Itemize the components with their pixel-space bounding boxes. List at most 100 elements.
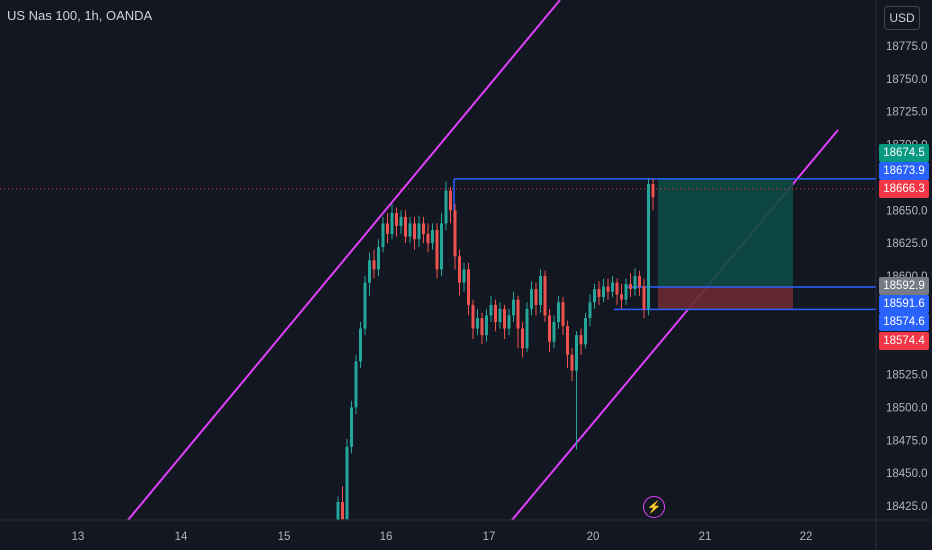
candle-body bbox=[566, 325, 569, 355]
y-tick-label: 18725.0 bbox=[886, 107, 928, 119]
candle-body bbox=[377, 247, 380, 270]
candle-body bbox=[570, 354, 574, 371]
candle-body bbox=[399, 216, 403, 227]
candle-body bbox=[597, 289, 601, 298]
candle-body bbox=[539, 276, 542, 305]
candle-body bbox=[584, 318, 587, 345]
candle-body bbox=[359, 328, 362, 362]
candle-body bbox=[449, 190, 452, 211]
candle-body bbox=[431, 230, 434, 244]
candle-body bbox=[642, 286, 646, 309]
y-tick-label: 18425.0 bbox=[886, 501, 928, 513]
candle-body bbox=[363, 282, 367, 329]
candle-body bbox=[633, 276, 637, 290]
candle-body bbox=[620, 294, 623, 300]
ticker-title: US Nas 100, 1h, OANDA bbox=[7, 8, 153, 23]
candle-body bbox=[422, 223, 425, 234]
candle-body bbox=[426, 233, 430, 244]
candle-body bbox=[503, 308, 506, 329]
price-badge: 18674.5 bbox=[879, 144, 929, 162]
y-tick-label: 18475.0 bbox=[886, 435, 928, 447]
candle-body bbox=[615, 282, 619, 295]
price-badge: 18574.6 bbox=[879, 313, 929, 331]
candle-body bbox=[462, 269, 466, 283]
channel-upper-line bbox=[127, 0, 561, 521]
level-lines bbox=[0, 178, 876, 311]
candle-body bbox=[458, 256, 461, 283]
candle-body bbox=[467, 269, 470, 305]
candle-body bbox=[395, 212, 398, 227]
candle-body bbox=[516, 299, 520, 329]
x-tick-label: 21 bbox=[699, 531, 712, 543]
currency-button[interactable]: USD bbox=[884, 6, 920, 30]
candles bbox=[336, 178, 655, 533]
candle-body bbox=[548, 315, 551, 342]
y-tick-label: 18775.0 bbox=[886, 41, 928, 53]
candle-body bbox=[476, 318, 479, 329]
y-tick-label: 18525.0 bbox=[886, 370, 928, 382]
candle-body bbox=[417, 223, 421, 240]
candle-body bbox=[557, 302, 560, 322]
candle-body bbox=[651, 184, 655, 198]
candle-body bbox=[453, 210, 457, 257]
profit-zone bbox=[658, 178, 793, 287]
candle-body bbox=[507, 315, 511, 329]
candle-body bbox=[404, 216, 407, 237]
candle-body bbox=[534, 289, 538, 305]
candle-body bbox=[638, 276, 641, 287]
candle-body bbox=[444, 190, 448, 224]
candle-body bbox=[390, 212, 394, 234]
candle-body bbox=[552, 322, 556, 342]
candle-body bbox=[624, 283, 628, 300]
candle-body bbox=[368, 260, 371, 283]
candle-body bbox=[606, 286, 610, 292]
candle-body bbox=[381, 223, 385, 248]
candle-body bbox=[575, 335, 578, 371]
position-zones bbox=[658, 178, 793, 310]
price-badge: 18574.4 bbox=[879, 332, 929, 350]
candle-body bbox=[579, 335, 583, 345]
loss-zone bbox=[658, 286, 793, 310]
candle-body bbox=[435, 230, 439, 270]
candle-body bbox=[629, 283, 632, 290]
x-tick-label: 17 bbox=[483, 531, 496, 543]
y-tick-label: 18750.0 bbox=[886, 74, 928, 86]
candle-body bbox=[512, 299, 515, 316]
candle-body bbox=[336, 502, 340, 526]
candle-body bbox=[350, 407, 353, 447]
x-tick-label: 13 bbox=[72, 531, 85, 543]
price-axis bbox=[876, 0, 932, 550]
candle-body bbox=[525, 308, 529, 349]
y-tick-label: 18625.0 bbox=[886, 238, 928, 250]
candle-body bbox=[485, 315, 488, 336]
x-tick-label: 15 bbox=[278, 531, 291, 543]
candle-body bbox=[345, 446, 349, 520]
candle-body bbox=[471, 304, 475, 329]
candle-body bbox=[372, 260, 376, 270]
candle-body bbox=[480, 318, 484, 336]
candle-body bbox=[408, 223, 412, 237]
price-badge: 18591.6 bbox=[879, 295, 929, 313]
candle-body bbox=[386, 223, 389, 234]
lightning-icon[interactable]: ⚡ bbox=[643, 496, 665, 518]
x-tick-label: 16 bbox=[380, 531, 393, 543]
candle-body bbox=[498, 308, 502, 322]
price-badge: 18666.3 bbox=[879, 180, 929, 198]
candle-body bbox=[489, 304, 493, 316]
candle-body bbox=[593, 289, 596, 303]
candle-body bbox=[494, 304, 497, 322]
x-tick-label: 22 bbox=[800, 531, 813, 543]
time-axis bbox=[0, 520, 932, 550]
price-badge: 18592.9 bbox=[879, 277, 929, 295]
candle-body bbox=[521, 328, 524, 349]
candle-body bbox=[588, 302, 592, 319]
candle-body bbox=[341, 502, 344, 520]
candle-body bbox=[413, 223, 416, 240]
price-badge: 18673.9 bbox=[879, 162, 929, 180]
candle-body bbox=[647, 184, 650, 309]
y-tick-label: 18450.0 bbox=[886, 468, 928, 480]
x-tick-label: 14 bbox=[175, 531, 188, 543]
candle-body bbox=[543, 276, 547, 316]
